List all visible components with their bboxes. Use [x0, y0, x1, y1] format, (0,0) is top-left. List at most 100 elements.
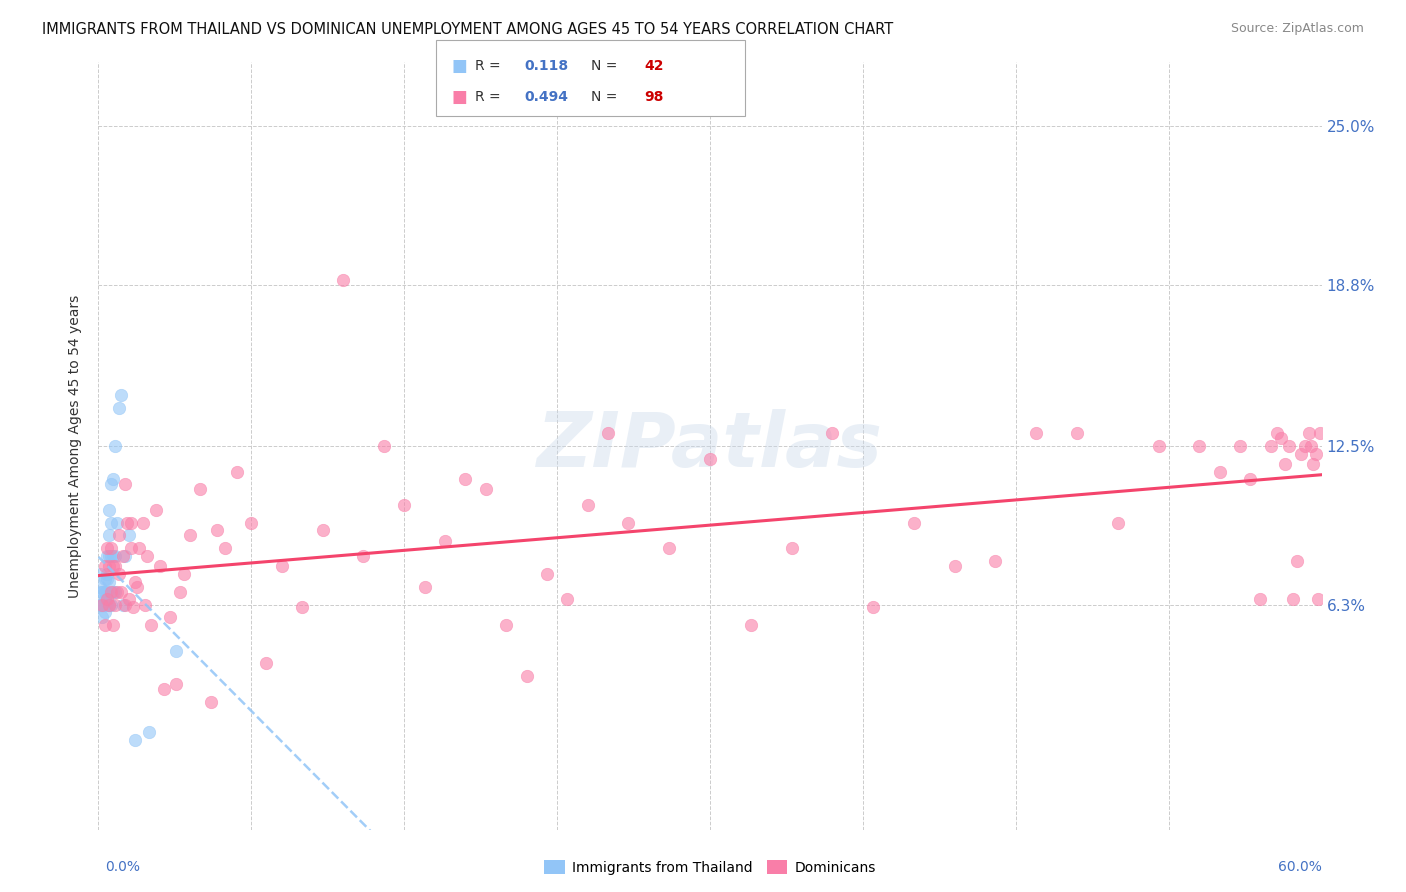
Point [93, 559, 115, 574]
Point [1066, 426, 1088, 441]
Point [1249, 592, 1271, 607]
Point [97, 549, 120, 563]
Text: 0.494: 0.494 [524, 90, 568, 103]
Point [101, 559, 124, 574]
Point [254, 657, 277, 671]
Point [96, 572, 118, 586]
Point [136, 549, 159, 563]
Point [165, 677, 187, 691]
Point [226, 465, 249, 479]
Point [118, 592, 141, 607]
Point [96, 549, 118, 563]
Point [1278, 439, 1301, 453]
Point [214, 541, 236, 556]
Point [100, 549, 122, 563]
Point [101, 472, 124, 486]
Point [173, 566, 195, 581]
Point [111, 598, 134, 612]
Point [179, 528, 201, 542]
Text: 0.0%: 0.0% [105, 860, 141, 874]
Point [110, 388, 132, 402]
Point [93, 598, 115, 612]
Point [93, 618, 115, 632]
Point [1260, 439, 1282, 453]
Point [536, 566, 558, 581]
Point [598, 426, 620, 441]
Point [104, 439, 127, 453]
Point [1306, 592, 1329, 607]
Point [240, 516, 263, 530]
Point [111, 549, 134, 563]
Point [165, 643, 187, 657]
Point [169, 584, 191, 599]
Point [1302, 457, 1324, 471]
Point [97, 598, 120, 612]
Point [413, 580, 436, 594]
Point [1274, 457, 1296, 471]
Point [1294, 439, 1316, 453]
Point [118, 528, 141, 542]
Point [1286, 554, 1309, 568]
Point [89, 580, 111, 594]
Point [96, 541, 118, 556]
Point [124, 733, 146, 747]
Point [555, 592, 579, 607]
Point [108, 566, 131, 581]
Point [392, 498, 416, 512]
Point [1265, 426, 1288, 441]
Point [188, 483, 212, 497]
Point [100, 477, 122, 491]
Point [1305, 447, 1327, 461]
Point [96, 584, 118, 599]
Point [91, 584, 114, 599]
Point [1270, 431, 1292, 445]
Point [1107, 516, 1129, 530]
Text: ZIPatlas: ZIPatlas [537, 409, 883, 483]
Point [1025, 426, 1047, 441]
Point [1282, 592, 1305, 607]
Text: N =: N = [591, 90, 621, 103]
Point [96, 592, 118, 607]
Point [114, 549, 136, 563]
Point [984, 554, 1007, 568]
Point [100, 516, 122, 530]
Point [312, 524, 335, 538]
Point [101, 618, 124, 632]
Point [617, 516, 640, 530]
Text: 0.118: 0.118 [524, 59, 568, 73]
Point [576, 498, 599, 512]
Point [516, 669, 538, 683]
Point [108, 401, 131, 415]
Point [740, 618, 762, 632]
Point [104, 584, 127, 599]
Point [434, 533, 457, 548]
Point [200, 695, 222, 709]
Point [122, 600, 145, 615]
Text: R =: R = [475, 90, 505, 103]
Point [903, 516, 925, 530]
Point [1309, 426, 1331, 441]
Point [1239, 472, 1261, 486]
Point [96, 598, 118, 612]
Point [699, 451, 721, 466]
Point [1229, 439, 1251, 453]
Text: Source: ZipAtlas.com: Source: ZipAtlas.com [1230, 22, 1364, 36]
Point [96, 566, 118, 581]
Point [104, 559, 127, 574]
Point [658, 541, 681, 556]
Point [821, 426, 844, 441]
Point [114, 477, 136, 491]
Point [124, 574, 146, 589]
Point [145, 503, 167, 517]
Point [1147, 439, 1170, 453]
Point [132, 516, 155, 530]
Point [943, 559, 966, 574]
Point [780, 541, 803, 556]
Point [101, 549, 124, 563]
Point [127, 580, 149, 594]
Point [105, 584, 128, 599]
Point [128, 541, 150, 556]
Point [89, 566, 111, 581]
Point [120, 516, 142, 530]
Point [108, 528, 131, 542]
